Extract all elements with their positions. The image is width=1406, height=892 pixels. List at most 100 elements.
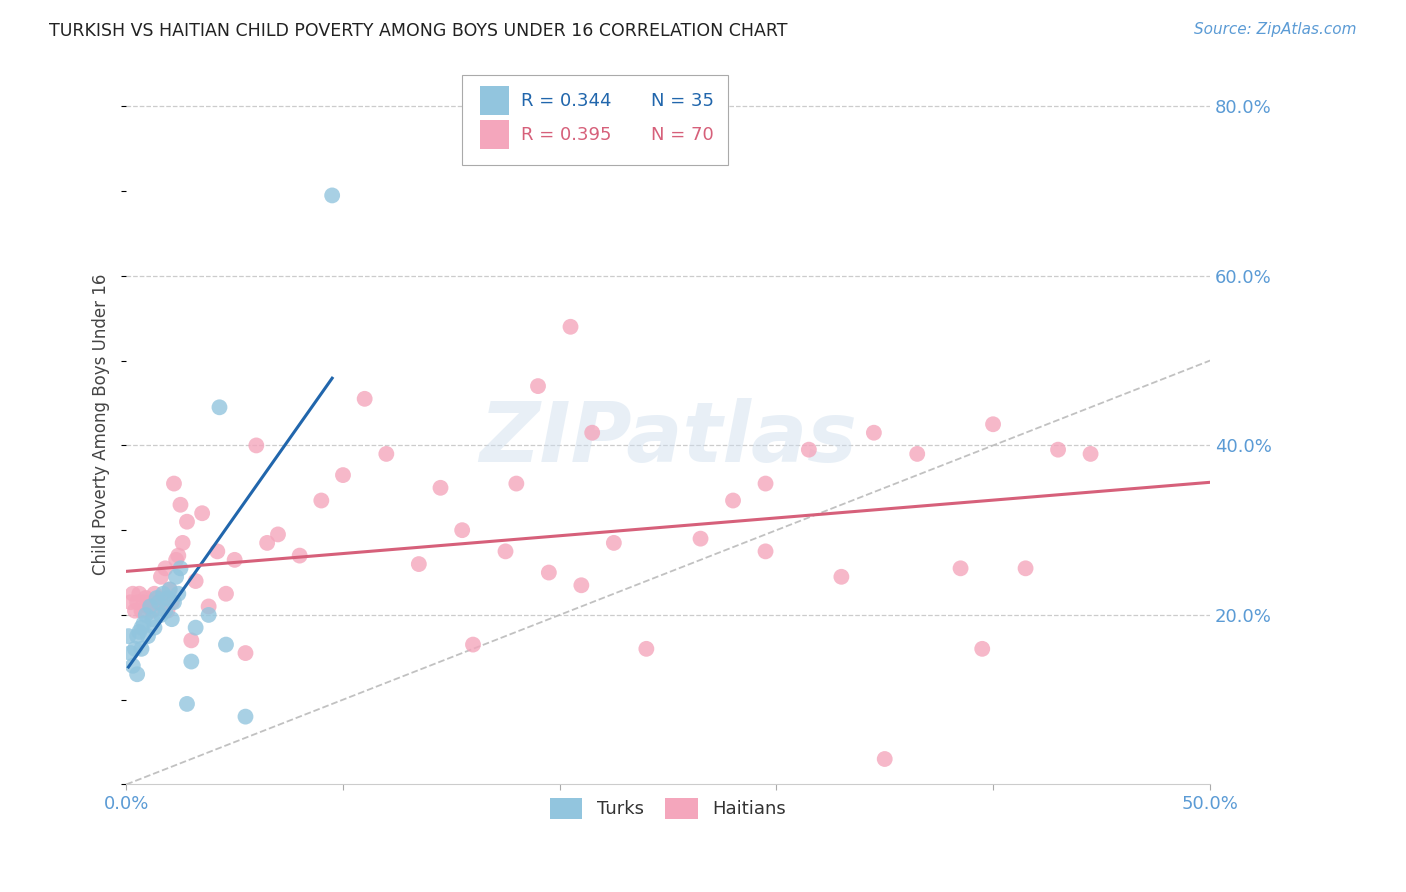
Point	[127, 595, 149, 609]
Point	[145, 595, 167, 609]
Point	[197, 607, 219, 622]
Point	[972, 641, 994, 656]
Point	[451, 523, 474, 537]
Point	[176, 515, 198, 529]
Point	[128, 587, 150, 601]
Point	[165, 553, 187, 567]
Point	[160, 595, 183, 609]
Point	[176, 697, 198, 711]
Point	[143, 621, 166, 635]
Point	[155, 604, 177, 618]
Point	[127, 667, 149, 681]
Point	[636, 641, 658, 656]
Point	[156, 604, 179, 618]
Point	[689, 532, 711, 546]
Point	[949, 561, 972, 575]
Point	[863, 425, 886, 440]
Point	[208, 401, 231, 415]
Point	[1080, 447, 1102, 461]
Point	[332, 468, 354, 483]
Point	[184, 621, 207, 635]
Point	[235, 709, 257, 723]
Point	[148, 595, 170, 609]
Point	[127, 629, 149, 643]
Point	[139, 595, 162, 609]
Point	[143, 587, 166, 601]
Point	[145, 591, 167, 605]
Point	[159, 582, 181, 597]
Point	[155, 561, 177, 575]
Text: N = 35: N = 35	[651, 92, 714, 110]
Point	[165, 570, 187, 584]
Point	[132, 616, 155, 631]
Point	[429, 481, 451, 495]
Point	[191, 506, 214, 520]
Point	[160, 612, 183, 626]
Point	[132, 595, 155, 609]
Point	[581, 425, 603, 440]
FancyBboxPatch shape	[463, 75, 728, 165]
Point	[288, 549, 311, 563]
Point	[537, 566, 560, 580]
Point	[215, 638, 238, 652]
Point	[131, 604, 153, 618]
Point	[245, 438, 267, 452]
Point	[180, 633, 202, 648]
FancyBboxPatch shape	[479, 87, 509, 115]
Point	[117, 629, 139, 643]
Point	[148, 591, 170, 605]
Point	[172, 536, 194, 550]
Point	[527, 379, 550, 393]
Point	[256, 536, 278, 550]
Point	[321, 188, 343, 202]
Point	[141, 612, 163, 626]
Point	[830, 570, 852, 584]
Text: TURKISH VS HAITIAN CHILD POVERTY AMONG BOYS UNDER 16 CORRELATION CHART: TURKISH VS HAITIAN CHILD POVERTY AMONG B…	[49, 22, 787, 40]
Point	[131, 621, 153, 635]
Point	[149, 607, 172, 622]
Point	[169, 498, 191, 512]
Point	[495, 544, 517, 558]
Point	[905, 447, 928, 461]
Point	[797, 442, 820, 457]
Point	[135, 607, 157, 622]
Point	[121, 587, 143, 601]
Point	[136, 599, 159, 614]
Point	[505, 476, 527, 491]
Point	[754, 476, 776, 491]
Point	[120, 595, 142, 609]
Point	[139, 599, 162, 614]
Point	[152, 587, 174, 601]
Point	[721, 493, 744, 508]
Point	[1014, 561, 1036, 575]
Point	[156, 591, 179, 605]
Point	[215, 587, 238, 601]
Point	[136, 629, 159, 643]
Point	[461, 638, 484, 652]
Point	[311, 493, 333, 508]
Point	[163, 595, 186, 609]
Point	[1047, 442, 1070, 457]
Point	[184, 574, 207, 588]
Point	[560, 319, 582, 334]
Point	[754, 544, 776, 558]
Point	[224, 553, 246, 567]
Point	[149, 570, 172, 584]
Point	[163, 476, 186, 491]
Point	[981, 417, 1004, 432]
Point	[152, 595, 174, 609]
Legend: Turks, Haitians: Turks, Haitians	[543, 790, 793, 826]
Point	[167, 549, 190, 563]
Point	[124, 641, 146, 656]
Point	[569, 578, 592, 592]
Point	[603, 536, 626, 550]
Text: N = 70: N = 70	[651, 126, 713, 144]
Point	[408, 557, 430, 571]
FancyBboxPatch shape	[479, 120, 509, 149]
Point	[135, 591, 157, 605]
Point	[167, 587, 190, 601]
Point	[375, 447, 398, 461]
Point	[873, 752, 896, 766]
Point	[131, 641, 153, 656]
Point	[121, 658, 143, 673]
